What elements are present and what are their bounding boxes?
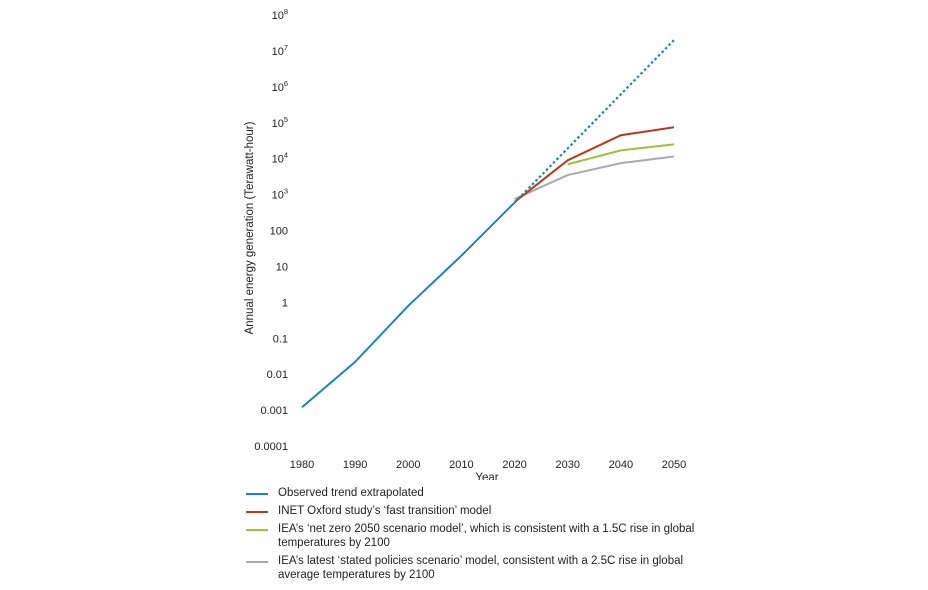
y-tick-label: 105 [272,115,288,130]
legend-swatch [246,561,268,563]
legend-item: INET Oxford study’s ‘fast transition’ mo… [246,504,716,518]
y-tick-label: 103 [272,187,288,202]
y-tick-label: 100 [270,226,288,238]
x-axis-title: Year [475,472,498,480]
x-tick-label: 2040 [609,459,633,471]
legend-item: Observed trend extrapolated [246,486,716,500]
x-tick-label: 2020 [502,459,526,471]
y-tick-label: 0.001 [260,405,288,417]
legend-swatch [246,529,268,531]
y-tick-label: 0.01 [267,369,288,381]
x-tick-label: 1980 [290,459,314,471]
legend-label: INET Oxford study’s ‘fast transition’ mo… [278,505,492,517]
y-tick-label: 0.1 [273,333,288,345]
series-line-3 [567,143,675,166]
series-line-4 [514,155,675,200]
x-tick-labels: 1980 1990 2000 2010 2020 2030 2040 2050 [290,459,686,471]
x-tick-label: 2000 [396,459,420,471]
legend-item: IEA’s latest ‘stated policies scenario’ … [246,554,716,582]
x-tick-label: 2030 [555,459,579,471]
legend-label: IEA’s ‘net zero 2050 scenario model’, wh… [278,523,695,549]
legend-item: IEA’s ‘net zero 2050 scenario model’, wh… [246,522,716,550]
y-tick-label: 107 [272,43,288,58]
legend-label: Observed trend extrapolated [278,487,424,499]
y-tick-label: 1 [282,297,288,309]
y-tick-label: 0.0001 [254,441,288,453]
series-line-1 [513,39,675,204]
y-tick-label: 106 [272,79,288,94]
legend-swatch [246,493,268,495]
y-axis-title: Annual energy generation (Terawatt-hour) [244,121,256,334]
x-tick-label: 2010 [449,459,473,471]
series-line-0 [301,201,516,408]
y-tick-label: 10 [276,261,288,273]
y-tick-label: 108 [272,7,288,22]
series-line-2 [513,126,675,203]
x-tick-label: 2050 [662,459,686,471]
legend-swatch [246,511,268,513]
x-tick-label: 1990 [343,459,367,471]
chart-area: 108 107 106 105 104 103 100 10 1 0.1 0.01 0.001 0.00… [244,7,686,480]
y-tick-labels: 108 107 106 105 104 103 100 10 1 0.1 0.01 0.001 0.00… [254,7,288,453]
legend-label: IEA’s latest ‘stated policies scenario’ … [278,555,684,581]
y-tick-label: 104 [272,151,288,166]
series-layer [301,39,675,408]
legend: Observed trend extrapolated INET Oxford s… [246,486,716,586]
